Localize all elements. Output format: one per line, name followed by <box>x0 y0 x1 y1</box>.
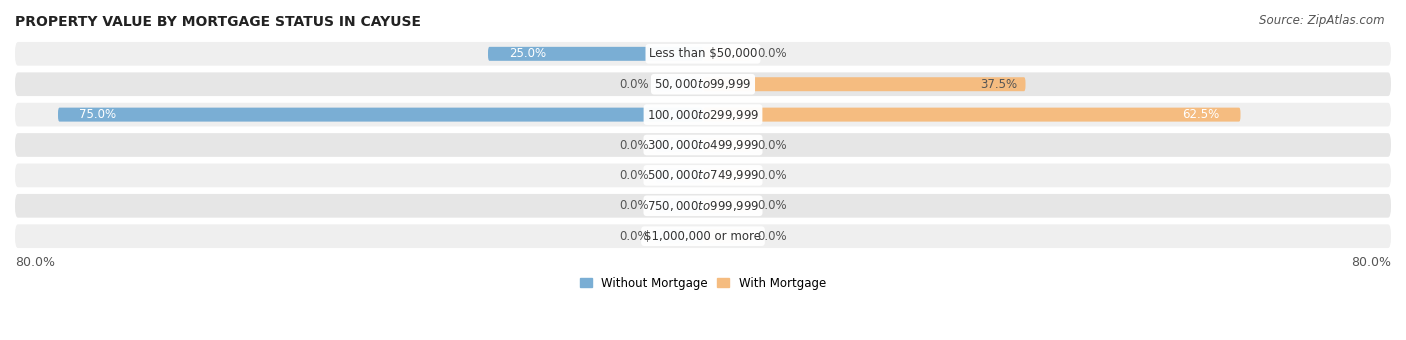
Text: $100,000 to $299,999: $100,000 to $299,999 <box>647 108 759 122</box>
Text: 80.0%: 80.0% <box>15 256 55 269</box>
FancyBboxPatch shape <box>15 103 1391 126</box>
FancyBboxPatch shape <box>58 108 703 122</box>
Text: 0.0%: 0.0% <box>758 169 787 182</box>
FancyBboxPatch shape <box>15 72 1391 96</box>
FancyBboxPatch shape <box>703 77 1025 91</box>
Text: 80.0%: 80.0% <box>1351 256 1391 269</box>
FancyBboxPatch shape <box>703 138 751 152</box>
FancyBboxPatch shape <box>488 47 703 61</box>
Text: 75.0%: 75.0% <box>80 108 117 121</box>
Text: 0.0%: 0.0% <box>619 78 648 91</box>
Legend: Without Mortgage, With Mortgage: Without Mortgage, With Mortgage <box>575 272 831 294</box>
Text: $300,000 to $499,999: $300,000 to $499,999 <box>647 138 759 152</box>
Text: 0.0%: 0.0% <box>619 230 648 243</box>
FancyBboxPatch shape <box>703 168 751 182</box>
FancyBboxPatch shape <box>655 199 703 213</box>
Text: 0.0%: 0.0% <box>758 199 787 212</box>
FancyBboxPatch shape <box>15 194 1391 218</box>
Text: PROPERTY VALUE BY MORTGAGE STATUS IN CAYUSE: PROPERTY VALUE BY MORTGAGE STATUS IN CAY… <box>15 15 420 29</box>
FancyBboxPatch shape <box>655 138 703 152</box>
Text: $1,000,000 or more: $1,000,000 or more <box>644 230 762 243</box>
Text: 0.0%: 0.0% <box>758 138 787 152</box>
Text: 0.0%: 0.0% <box>619 169 648 182</box>
Text: 0.0%: 0.0% <box>619 138 648 152</box>
FancyBboxPatch shape <box>15 224 1391 248</box>
FancyBboxPatch shape <box>15 133 1391 157</box>
Text: 0.0%: 0.0% <box>758 230 787 243</box>
FancyBboxPatch shape <box>15 164 1391 187</box>
FancyBboxPatch shape <box>703 108 1240 122</box>
FancyBboxPatch shape <box>15 42 1391 66</box>
FancyBboxPatch shape <box>703 47 751 61</box>
Text: 0.0%: 0.0% <box>619 199 648 212</box>
Text: 0.0%: 0.0% <box>758 47 787 60</box>
Text: $500,000 to $749,999: $500,000 to $749,999 <box>647 168 759 182</box>
Text: $750,000 to $999,999: $750,000 to $999,999 <box>647 199 759 213</box>
Text: 37.5%: 37.5% <box>980 78 1017 91</box>
Text: 62.5%: 62.5% <box>1182 108 1219 121</box>
FancyBboxPatch shape <box>655 229 703 243</box>
FancyBboxPatch shape <box>703 199 751 213</box>
FancyBboxPatch shape <box>655 77 703 91</box>
Text: 25.0%: 25.0% <box>509 47 547 60</box>
Text: Less than $50,000: Less than $50,000 <box>648 47 758 60</box>
FancyBboxPatch shape <box>655 168 703 182</box>
Text: Source: ZipAtlas.com: Source: ZipAtlas.com <box>1260 14 1385 27</box>
FancyBboxPatch shape <box>703 229 751 243</box>
Text: $50,000 to $99,999: $50,000 to $99,999 <box>654 77 752 91</box>
